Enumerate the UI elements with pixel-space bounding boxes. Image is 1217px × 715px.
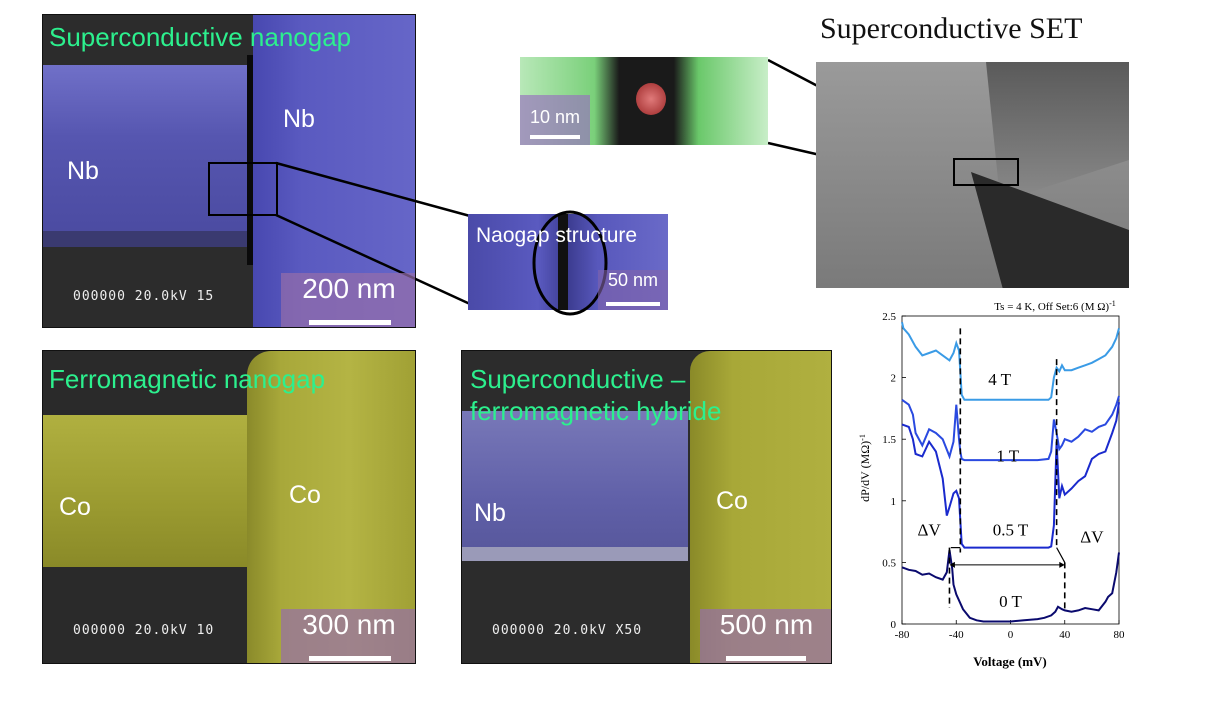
- scale-bar: 300 nm: [281, 609, 415, 663]
- sem-info: 000000 20.0kV 10: [73, 623, 215, 638]
- series-label: 4 T: [988, 370, 1011, 389]
- scale-bar-label: 500 nm: [719, 609, 814, 640]
- inset-ellipse: [532, 210, 608, 316]
- sem-panel-superconductive-nanogap: Superconductive nanogap Nb Nb 000000 20.…: [42, 14, 416, 328]
- panel-title-line1: Superconductive –: [470, 364, 686, 394]
- y-axis-label: dP/dV (MΩ)-1: [858, 434, 873, 502]
- scale-bar-line: [309, 656, 391, 661]
- x-tick-label: 0: [1008, 629, 1014, 641]
- scale-bar-line: [726, 656, 806, 661]
- tem-particle: [636, 83, 666, 115]
- gap-arrow-head-left: [949, 561, 955, 568]
- inset-scale-bar: 50 nm: [598, 270, 668, 310]
- series-line: [901, 395, 1120, 462]
- y-axis-label-sup: -1: [858, 434, 867, 441]
- gap-connector: [1056, 547, 1066, 563]
- sem-panel-set: [816, 62, 1129, 288]
- series-label: 0.5 T: [993, 520, 1029, 539]
- tem-scale-label: 10 nm: [529, 107, 581, 127]
- left-material-label: Nb: [67, 157, 99, 185]
- y-tick-label: 2.5: [882, 311, 896, 323]
- series-label: 0 T: [999, 592, 1022, 611]
- panel-title: Ferromagnetic nanogap: [49, 364, 326, 394]
- nb-electrode: [462, 411, 688, 561]
- panel-title: Superconductive nanogap: [49, 22, 352, 52]
- scale-bar-label: 300 nm: [302, 609, 396, 640]
- scale-bar: 500 nm: [700, 609, 831, 663]
- left-material-label: Nb: [474, 499, 506, 527]
- set-dark-region: [971, 172, 1129, 288]
- y-tick-label: 1: [891, 496, 897, 508]
- sem-info: 000000 20.0kV X50: [492, 623, 643, 638]
- inset-gap: [558, 214, 568, 310]
- inset-scale-label: 50 nm: [607, 270, 659, 290]
- series-line: [901, 321, 1120, 401]
- panel-title-line2: ferromagnetic hybride: [470, 396, 722, 426]
- nb-electrode-edge: [462, 547, 688, 561]
- right-material-label: Nb: [283, 105, 315, 133]
- zoom-box: [208, 162, 278, 216]
- y-tick-label: 2: [891, 373, 897, 385]
- nb-electrode-left-edge: [43, 231, 251, 247]
- chart-title: Ts = 4 K, Off Set:6 (M Ω)-1: [994, 299, 1116, 314]
- sem-panel-ferromagnetic-nanogap: Ferromagnetic nanogap Co Co 000000 20.0k…: [42, 350, 416, 664]
- x-tick-label: -40: [949, 629, 964, 641]
- scale-bar-line: [309, 320, 391, 325]
- inset-title: Naogap structure: [476, 224, 638, 247]
- delta-v-label-left: ΔV: [918, 520, 942, 539]
- right-material-label: Co: [289, 481, 321, 509]
- right-material-label: Co: [716, 487, 748, 515]
- series-line: [901, 402, 1120, 549]
- y-tick-label: 1.5: [882, 434, 896, 446]
- chart-title-sup: -1: [1109, 299, 1116, 308]
- scale-bar: 200 nm: [281, 273, 415, 327]
- series-label: 1 T: [996, 446, 1019, 465]
- left-material-label: Co: [59, 493, 91, 521]
- x-axis-label: Voltage (mV): [973, 654, 1047, 669]
- x-tick-label: 40: [1059, 629, 1071, 641]
- x-tick-label: -80: [895, 629, 910, 641]
- tem-scale-line: [530, 135, 580, 139]
- tem-scale-bar: 10 nm: [520, 95, 590, 145]
- conductance-chart: Ts = 4 K, Off Set:6 (M Ω)-1 -80 -40 0 40 80 0…: [858, 299, 1126, 670]
- sem-info: 000000 20.0kV 15: [73, 289, 215, 304]
- x-tick-label: 80: [1114, 629, 1126, 641]
- set-zoom-box: [953, 158, 1019, 186]
- co-electrode-left: [43, 415, 247, 567]
- nanogap-zoom-inset: Naogap structure 50 nm: [468, 214, 668, 310]
- sem-panel-hybrid: Superconductive – ferromagnetic hybride …: [461, 350, 832, 664]
- series-line: [901, 549, 1120, 623]
- plot-area: [901, 315, 1120, 625]
- gap-arrow-head-right: [1059, 561, 1065, 568]
- delta-v-label-right: ΔV: [1080, 528, 1104, 547]
- tem-inset: 10 nm: [520, 57, 768, 145]
- y-tick-label: 0: [891, 619, 897, 631]
- set-title: Superconductive SET: [820, 12, 1083, 45]
- inset-scale-line: [606, 302, 660, 306]
- y-tick-label: 0.5: [882, 557, 896, 569]
- gap-line: [247, 55, 253, 265]
- scale-bar-label: 200 nm: [302, 273, 396, 304]
